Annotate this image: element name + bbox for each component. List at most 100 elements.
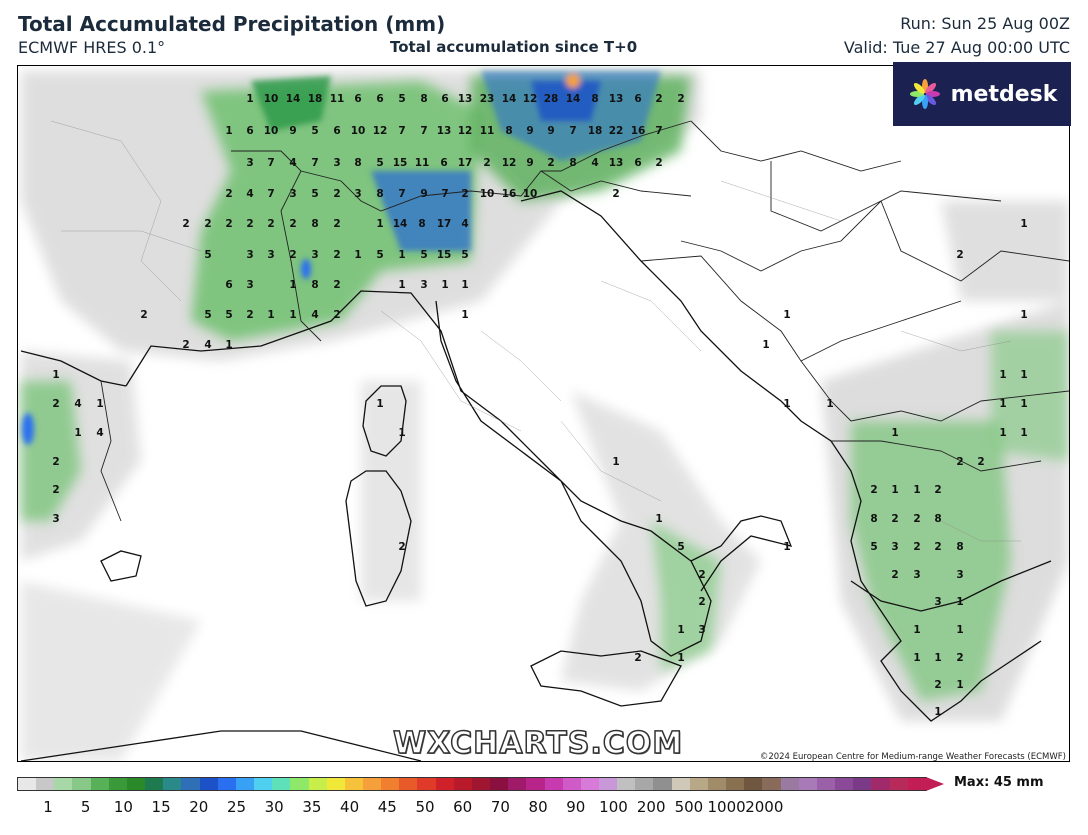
precip-value-label: 1 [461,309,468,321]
precip-value-label: 3 [956,569,963,581]
legend-swatch [199,778,218,790]
precip-value-label: 8 [569,157,576,169]
legend-tick-label: 1000 [707,798,746,816]
precip-value-label: 8 [934,513,941,525]
header-title: Total Accumulated Precipitation (mm) [18,12,446,36]
precip-value-label: 2 [956,249,963,261]
precip-value-label: 17 [437,218,452,230]
color-legend [17,777,927,791]
legend-swatch [145,778,164,790]
legend-swatch [18,778,37,790]
legend-swatch [362,778,382,790]
legend-swatch [290,778,309,790]
legend-tick-label: 80 [528,798,548,816]
legend-swatch [526,778,545,790]
legend-swatch [726,778,745,790]
precip-value-label: 1 [934,652,941,664]
precip-value-label: 1 [1020,427,1027,439]
valid-time: Valid: Tue 27 Aug 00:00 UTC [843,38,1070,57]
precip-value-label: 14 [566,93,581,105]
precip-value-label: 1 [783,398,790,410]
run-time: Run: Sun 25 Aug 00Z [900,14,1070,33]
precip-heavy [22,71,661,445]
precip-value-label: 13 [609,93,624,105]
precip-value-label: 4 [74,398,81,410]
precip-value-label: 3 [246,279,253,291]
precip-value-label: 8 [870,513,877,525]
precip-value-label: 28 [544,93,559,105]
precip-value-label: 1 [999,369,1006,381]
precip-value-label: 2 [52,456,59,468]
legend-tick-label: 60 [453,798,473,816]
legend-swatch [72,778,91,790]
legend-tick-label: 1 [43,798,53,816]
precip-value-label: 5 [461,249,468,261]
precip-value-label: 2 [483,157,490,169]
precip-value-label: 1 [289,309,296,321]
precip-value-label: 7 [655,125,662,137]
precip-value-label: 4 [246,188,253,200]
precip-value-label: 11 [330,93,345,105]
precip-value-label: 1 [826,398,833,410]
precip-value-label: 8 [591,93,598,105]
legend-tick-label: 10 [113,798,133,816]
precip-value-label: 7 [398,188,405,200]
precip-value-label: 8 [311,279,318,291]
legend-tick-label: 15 [151,798,171,816]
precip-value-label: 2 [333,309,340,321]
precip-value-label: 7 [311,157,318,169]
legend-tick-label: 500 [674,798,704,816]
precip-value-label: 1 [677,652,684,664]
precip-value-label: 1 [376,218,383,230]
precip-value-label: 4 [289,157,296,169]
precip-value-label: 5 [311,188,318,200]
header-subtitle: Total accumulation since T+0 [390,38,638,56]
legend-swatch [235,778,255,790]
precip-value-label: 23 [480,93,495,105]
precip-value-label: 2 [140,309,147,321]
watermark: WXCHARTS.COM [392,725,684,762]
precip-value-label: 5 [870,541,877,553]
precip-value-label: 2 [52,484,59,496]
legend-swatch [599,778,618,790]
legend-tick-label: 50 [415,798,435,816]
precip-value-label: 15 [393,157,408,169]
legend-swatch [871,778,890,790]
precip-value-label: 2 [182,218,189,230]
precip-value-label: 3 [333,157,340,169]
legend-swatch [326,778,345,790]
precip-value-label: 13 [437,125,452,137]
precip-value-label: 10 [264,125,279,137]
precip-value-label: 14 [286,93,301,105]
precip-value-label: 6 [354,93,361,105]
precip-value-label: 15 [437,249,452,261]
precip-value-label: 3 [289,188,296,200]
precip-value-label: 4 [204,339,211,351]
precip-value-label: 1 [913,652,920,664]
precip-value-label: 3 [267,249,274,261]
legend-tick-label: 25 [226,798,247,816]
precip-value-label: 1 [246,93,253,105]
precip-value-label: 8 [505,125,512,137]
legend-swatch [308,778,327,790]
precip-value-label: 6 [333,125,340,137]
precip-value-label: 3 [246,249,253,261]
precip-value-label: 1 [783,541,790,553]
country-borders [100,120,1069,522]
precip-value-label: 2 [246,309,253,321]
precip-value-label: 2 [225,218,232,230]
precip-value-label: 3 [934,596,941,608]
legend-swatch [490,778,509,790]
precip-value-label: 3 [246,157,253,169]
precip-value-label: 1 [1020,369,1027,381]
precip-value-label: 8 [418,218,425,230]
precip-value-label: 5 [225,309,232,321]
precip-value-label: 2 [913,541,920,553]
precip-value-label: 2 [289,249,296,261]
legend-tick-label: 2000 [745,798,784,816]
legend-swatch [217,778,236,790]
precip-value-label: 22 [609,125,624,137]
precipitation-map[interactable]: 1 10 14 18 11 6 6 5 8 6 13 23 14 12 28 14 8 13 6 2 2 1 6 10 9 5 6 1… [17,65,1070,762]
precip-value-label: 2 [913,513,920,525]
precip-value-label: 1 [398,249,405,261]
